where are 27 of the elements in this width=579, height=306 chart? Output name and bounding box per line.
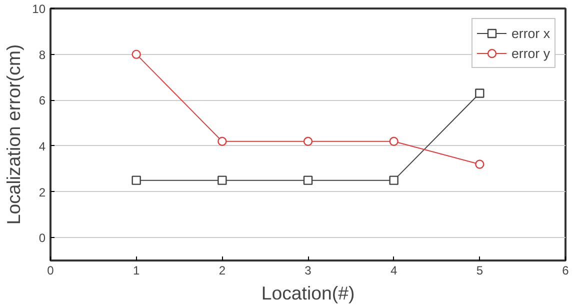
x-tick-label: 5 (476, 264, 484, 278)
y-tick-label: 6 (38, 94, 46, 108)
point (218, 176, 227, 185)
legend-label: error y (511, 46, 550, 60)
point (132, 176, 141, 185)
y-axis-title: Localization error(cm) (3, 44, 24, 225)
x-tick-label: 3 (304, 264, 312, 278)
y-tick-label: 2 (38, 185, 46, 200)
point (389, 136, 398, 146)
point (132, 50, 141, 59)
y-tick-label: 4 (38, 139, 46, 154)
x-tick-label: 0 (47, 264, 54, 278)
point (303, 136, 313, 146)
y-tick-label: 8 (38, 48, 46, 62)
point (303, 176, 313, 185)
legend-label: error x (511, 26, 550, 40)
x-tick-label: 2 (218, 264, 226, 278)
x-axis-title: Location(#) (261, 282, 355, 304)
point (475, 160, 484, 169)
point (475, 88, 484, 98)
x-tick-label: 4 (390, 264, 398, 278)
point (218, 136, 227, 146)
x-tick-label: 6 (562, 264, 570, 278)
y-tick-label: 10 (32, 2, 46, 16)
y-tick-label: 0 (38, 231, 46, 246)
x-tick-label: 1 (132, 264, 140, 278)
point (389, 176, 398, 185)
